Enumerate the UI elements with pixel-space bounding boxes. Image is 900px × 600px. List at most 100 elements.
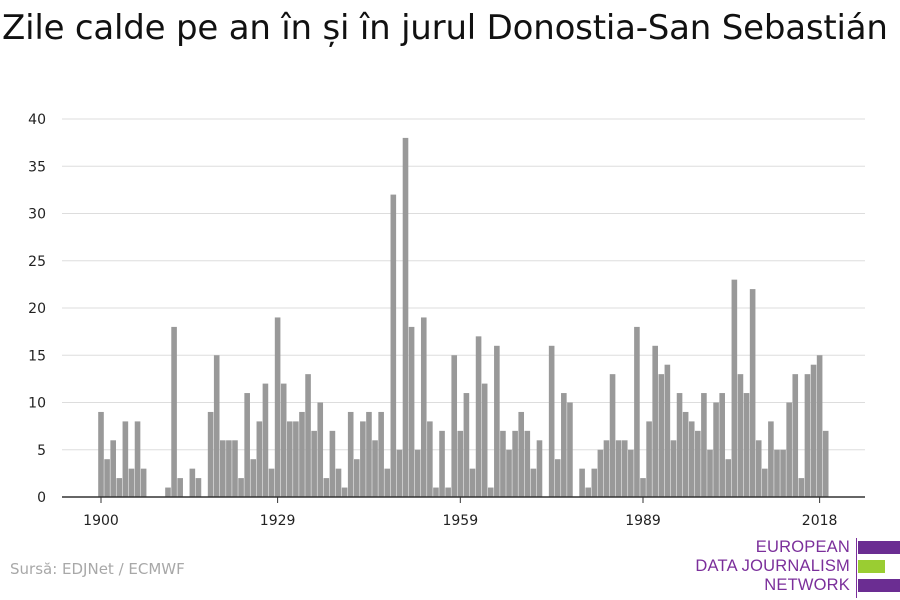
bar <box>822 430 829 497</box>
bar <box>804 374 811 497</box>
bar <box>487 487 494 497</box>
bar <box>195 478 202 497</box>
logo-bar-green <box>858 560 885 573</box>
bar <box>402 137 409 497</box>
bar <box>762 468 768 497</box>
y-tick-label: 15 <box>28 348 46 364</box>
bar <box>299 411 305 497</box>
bar <box>579 468 585 497</box>
bar <box>719 393 725 497</box>
x-tick-label: 1929 <box>260 513 296 529</box>
bar <box>682 411 689 497</box>
bars-group <box>98 137 829 497</box>
bar <box>798 478 805 497</box>
bar <box>664 364 671 497</box>
bar <box>810 364 817 497</box>
bar <box>390 194 397 497</box>
bar <box>688 421 695 497</box>
bar <box>609 374 616 497</box>
bar <box>226 440 232 497</box>
bar <box>640 478 646 497</box>
y-tick-label: 35 <box>28 159 46 175</box>
bar <box>122 421 129 497</box>
bar <box>774 449 780 497</box>
bar <box>110 440 116 497</box>
bar <box>189 468 196 497</box>
bar <box>445 487 451 497</box>
grid-lines <box>62 118 865 451</box>
bar <box>335 468 342 497</box>
bar <box>646 421 652 497</box>
edjnet-logo[interactable]: EUROPEAN DATA JOURNALISM NETWORK <box>695 538 900 598</box>
bar <box>384 468 391 497</box>
bar <box>427 421 433 497</box>
bar <box>780 449 786 497</box>
bar <box>250 459 257 497</box>
logo-bar-purple-top <box>858 541 900 554</box>
bar <box>396 449 403 497</box>
bar <box>524 430 531 497</box>
x-axis-labels: 1900 1929 1959 1989 2018 <box>83 513 837 529</box>
bar <box>177 478 183 497</box>
bar <box>506 449 512 497</box>
bar <box>725 459 732 497</box>
bar <box>494 345 500 497</box>
bar <box>207 411 214 497</box>
y-tick-label: 10 <box>28 396 46 412</box>
bar <box>554 459 561 497</box>
bar <box>116 478 123 497</box>
bar <box>439 430 445 497</box>
bar <box>274 317 281 497</box>
y-tick-label: 0 <box>37 490 46 506</box>
y-tick-label: 25 <box>28 254 46 270</box>
x-tick-label: 1959 <box>442 513 478 529</box>
bar <box>597 449 604 497</box>
bar <box>816 355 823 497</box>
bar <box>530 468 537 497</box>
logo-line-2: DATA JOURNALISM <box>695 557 850 575</box>
bar <box>670 440 677 497</box>
bar <box>293 421 299 497</box>
bar <box>353 459 360 497</box>
chart-title: Zile calde pe an în și în jurul Donostia… <box>2 8 888 48</box>
bar <box>280 383 287 497</box>
bar <box>701 393 707 497</box>
bar <box>792 374 799 497</box>
bar <box>731 279 738 497</box>
logo-line-1: EUROPEAN <box>755 538 850 556</box>
bar <box>713 402 719 497</box>
x-tick-label: 1989 <box>625 513 661 529</box>
bar <box>317 402 324 497</box>
bar <box>378 411 384 497</box>
bar <box>695 430 701 497</box>
bar <box>634 326 640 497</box>
bar <box>408 326 415 497</box>
bar <box>262 383 269 497</box>
bar <box>603 440 610 497</box>
bar <box>561 393 567 497</box>
bar <box>238 478 244 497</box>
bar <box>768 421 774 497</box>
bar <box>500 430 506 497</box>
bar <box>360 421 366 497</box>
y-tick-label: 30 <box>28 207 46 223</box>
bar <box>232 440 238 497</box>
y-tick-label: 40 <box>28 112 46 128</box>
y-tick-label: 20 <box>28 301 46 317</box>
bar <box>743 393 750 497</box>
bar <box>323 478 330 497</box>
bar <box>268 468 275 497</box>
bar <box>451 355 458 497</box>
bar <box>128 468 135 497</box>
bar <box>536 440 543 497</box>
bar <box>518 411 525 497</box>
bar <box>256 421 263 497</box>
bar <box>244 393 250 497</box>
bar <box>652 345 658 497</box>
bar-chart: 0 5 10 15 20 25 30 35 40 1900 1929 1959 1989 2018 <box>28 112 865 529</box>
bar <box>676 393 683 497</box>
bar <box>707 449 713 497</box>
bar <box>305 374 311 497</box>
y-axis-labels: 0 5 10 15 20 25 30 35 40 <box>28 112 46 506</box>
x-tick-label: 1900 <box>83 513 119 529</box>
